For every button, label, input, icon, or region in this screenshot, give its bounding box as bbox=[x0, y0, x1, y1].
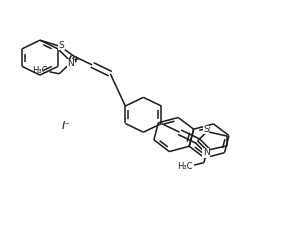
Text: N: N bbox=[67, 59, 74, 68]
Text: +: + bbox=[73, 55, 79, 64]
Text: N: N bbox=[203, 148, 210, 157]
Text: H₃C: H₃C bbox=[32, 67, 48, 75]
Text: S: S bbox=[203, 125, 209, 134]
Text: S: S bbox=[59, 41, 64, 50]
Text: H₃C: H₃C bbox=[177, 162, 193, 171]
Text: I⁻: I⁻ bbox=[62, 121, 71, 131]
